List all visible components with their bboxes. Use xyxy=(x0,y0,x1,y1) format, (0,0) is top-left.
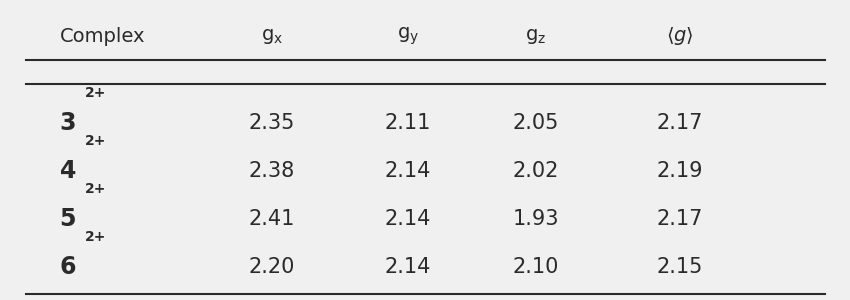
Text: 2.14: 2.14 xyxy=(385,161,431,181)
Text: 2.11: 2.11 xyxy=(385,113,431,133)
Text: 2.14: 2.14 xyxy=(385,209,431,229)
Text: 2.17: 2.17 xyxy=(657,209,703,229)
Text: $\mathregular{g_z}$: $\mathregular{g_z}$ xyxy=(525,26,546,46)
Text: 2.10: 2.10 xyxy=(513,257,558,277)
Text: 2.19: 2.19 xyxy=(657,161,703,181)
Text: 2.17: 2.17 xyxy=(657,113,703,133)
Text: 3: 3 xyxy=(60,111,76,135)
Text: Complex: Complex xyxy=(60,26,145,46)
Text: $\langle g \rangle$: $\langle g \rangle$ xyxy=(666,25,694,47)
Text: 2.14: 2.14 xyxy=(385,257,431,277)
Text: $\mathregular{g_x}$: $\mathregular{g_x}$ xyxy=(261,26,283,46)
Text: 2.05: 2.05 xyxy=(513,113,558,133)
Text: 2.41: 2.41 xyxy=(249,209,295,229)
Text: $\mathregular{g_y}$: $\mathregular{g_y}$ xyxy=(397,25,419,47)
Text: 2+: 2+ xyxy=(85,182,106,196)
Text: 2+: 2+ xyxy=(85,86,106,100)
Text: 4: 4 xyxy=(60,159,76,183)
Text: 6: 6 xyxy=(60,255,76,279)
Text: 2.35: 2.35 xyxy=(249,113,295,133)
Text: 2.38: 2.38 xyxy=(249,161,295,181)
Text: 5: 5 xyxy=(60,207,76,231)
Text: 2+: 2+ xyxy=(85,134,106,148)
Text: 2+: 2+ xyxy=(85,230,106,244)
Text: 1.93: 1.93 xyxy=(513,209,558,229)
Text: 2.02: 2.02 xyxy=(513,161,558,181)
Text: 2.20: 2.20 xyxy=(249,257,295,277)
Text: 2.15: 2.15 xyxy=(657,257,703,277)
